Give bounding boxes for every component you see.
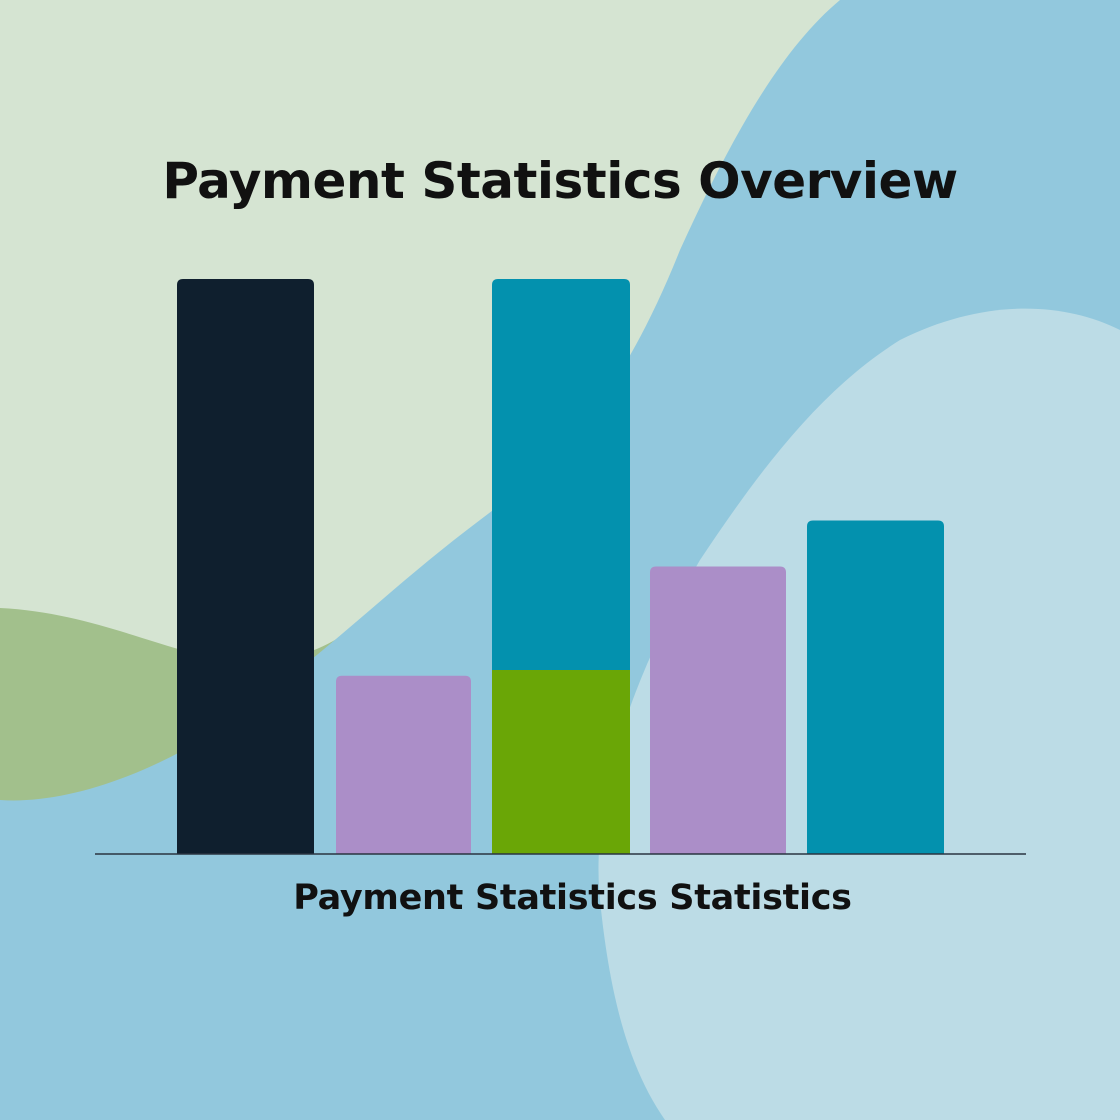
bar-1 [177, 279, 314, 854]
chart-title: Payment Statistics Overview [162, 152, 958, 210]
bar-3-segment-2 [492, 279, 630, 670]
bar-5 [807, 520, 944, 854]
bar-4 [650, 566, 786, 854]
bar-2 [336, 675, 471, 854]
bar-3-segment-1 [492, 670, 630, 854]
bars-group [177, 279, 944, 854]
x-axis-label: Payment Statistics Statistics [293, 878, 852, 918]
